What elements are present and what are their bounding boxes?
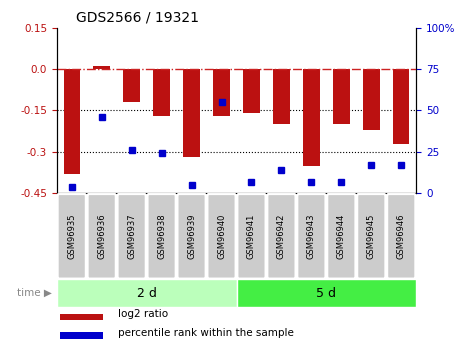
Text: 5 d: 5 d [316, 287, 336, 300]
Text: log2 ratio: log2 ratio [118, 309, 168, 319]
Text: GSM96946: GSM96946 [397, 214, 406, 259]
FancyBboxPatch shape [88, 194, 116, 279]
Text: GSM96943: GSM96943 [307, 214, 316, 259]
Bar [393, 69, 410, 144]
Text: GSM96944: GSM96944 [337, 214, 346, 259]
Text: 2 d: 2 d [137, 287, 157, 300]
FancyBboxPatch shape [267, 194, 296, 279]
FancyBboxPatch shape [327, 194, 355, 279]
Bar [213, 69, 230, 116]
Text: GDS2566 / 19321: GDS2566 / 19321 [76, 10, 199, 24]
FancyBboxPatch shape [148, 194, 175, 279]
FancyBboxPatch shape [58, 194, 86, 279]
Bar [303, 69, 320, 166]
FancyBboxPatch shape [208, 194, 236, 279]
FancyBboxPatch shape [118, 194, 146, 279]
Bar [363, 69, 379, 130]
FancyBboxPatch shape [298, 194, 325, 279]
Text: GSM96939: GSM96939 [187, 214, 196, 259]
Bar [57, 279, 236, 307]
FancyBboxPatch shape [387, 194, 415, 279]
Text: GSM96937: GSM96937 [127, 214, 136, 259]
Text: GSM96935: GSM96935 [67, 214, 76, 259]
Bar [63, 69, 80, 174]
Text: GSM96940: GSM96940 [217, 214, 226, 259]
Text: GSM96942: GSM96942 [277, 214, 286, 259]
Text: GSM96945: GSM96945 [367, 214, 376, 259]
Bar [273, 69, 289, 124]
Bar [61, 333, 104, 339]
Text: time ▶: time ▶ [17, 288, 52, 298]
Text: GSM96936: GSM96936 [97, 214, 106, 259]
Bar [61, 314, 104, 320]
Bar [236, 279, 416, 307]
Text: GSM96941: GSM96941 [247, 214, 256, 259]
FancyBboxPatch shape [357, 194, 385, 279]
Text: GSM96938: GSM96938 [157, 214, 166, 259]
Bar [243, 69, 260, 113]
Bar [94, 66, 110, 69]
Bar [123, 69, 140, 102]
FancyBboxPatch shape [237, 194, 265, 279]
Text: percentile rank within the sample: percentile rank within the sample [118, 328, 294, 338]
FancyBboxPatch shape [177, 194, 206, 279]
Bar [184, 69, 200, 157]
Bar [333, 69, 350, 124]
Bar [153, 69, 170, 116]
